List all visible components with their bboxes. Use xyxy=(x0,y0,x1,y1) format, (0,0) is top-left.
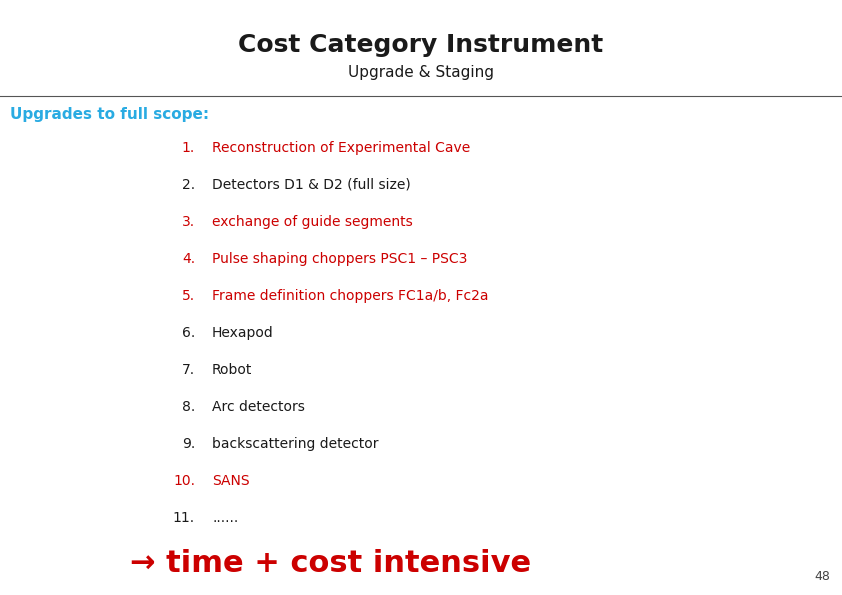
Text: Robot: Robot xyxy=(212,363,253,377)
Text: Arc detectors: Arc detectors xyxy=(212,400,305,414)
Text: 6.: 6. xyxy=(182,326,195,340)
Text: 48: 48 xyxy=(814,570,830,583)
Text: 10.: 10. xyxy=(173,474,195,488)
Text: → time + cost intensive: → time + cost intensive xyxy=(130,549,531,578)
Text: 4.: 4. xyxy=(182,252,195,266)
Text: Upgrades to full scope:: Upgrades to full scope: xyxy=(10,107,209,121)
Text: Cost Category Instrument: Cost Category Instrument xyxy=(238,33,604,57)
Text: Frame definition choppers FC1a/b, Fc2a: Frame definition choppers FC1a/b, Fc2a xyxy=(212,289,488,303)
Text: Upgrade & Staging: Upgrade & Staging xyxy=(348,65,494,80)
Text: backscattering detector: backscattering detector xyxy=(212,437,379,451)
Text: Reconstruction of Experimental Cave: Reconstruction of Experimental Cave xyxy=(212,141,470,155)
Text: 9.: 9. xyxy=(182,437,195,451)
Text: 7.: 7. xyxy=(182,363,195,377)
Text: Detectors D1 & D2 (full size): Detectors D1 & D2 (full size) xyxy=(212,178,411,192)
Text: ......: ...... xyxy=(212,511,238,525)
Text: 11.: 11. xyxy=(173,511,195,525)
Text: exchange of guide segments: exchange of guide segments xyxy=(212,215,413,229)
Text: SANS: SANS xyxy=(212,474,249,488)
Text: 5.: 5. xyxy=(182,289,195,303)
Text: Hexapod: Hexapod xyxy=(212,326,274,340)
Text: 1.: 1. xyxy=(182,141,195,155)
Text: Pulse shaping choppers PSC1 – PSC3: Pulse shaping choppers PSC1 – PSC3 xyxy=(212,252,467,266)
Text: 2.: 2. xyxy=(182,178,195,192)
Text: 3.: 3. xyxy=(182,215,195,229)
Text: 8.: 8. xyxy=(182,400,195,414)
